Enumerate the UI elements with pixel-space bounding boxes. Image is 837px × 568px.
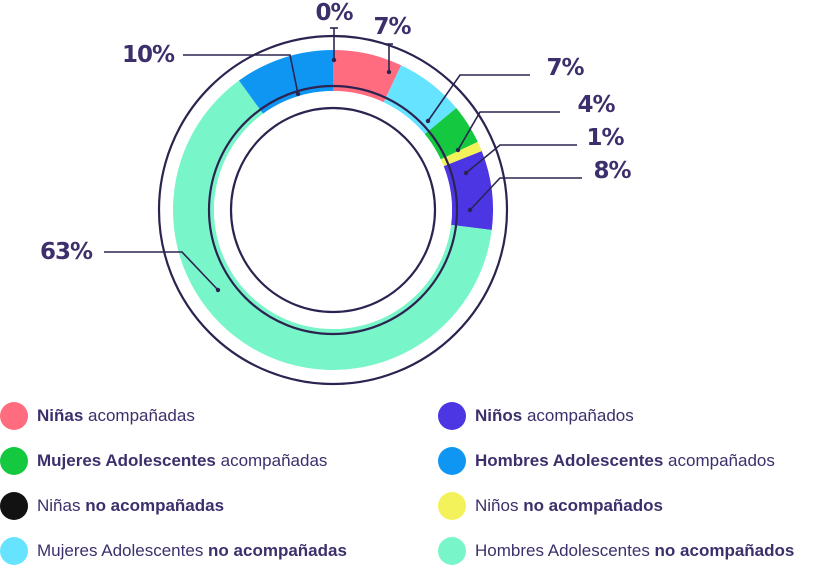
legend-label-bold: no acompañadas — [208, 541, 347, 560]
callout-line-mujeres-adolescentes-no-acompanadas — [427, 74, 530, 122]
legend-label: Niñas acompañadas — [37, 406, 195, 426]
legend-item: Hombres Adolescentes no acompañados — [438, 534, 794, 568]
legend-label-bold: Niños — [475, 406, 523, 425]
slice-mujeres-adolescentes-no-acompanadas — [383, 65, 457, 135]
legend-label: Hombres Adolescentes no acompañados — [475, 541, 794, 561]
legend-item: Mujeres Adolescentes no acompañadas — [0, 534, 347, 568]
callout-line-mujeres-adolescentes-acompanadas — [457, 111, 560, 151]
data-label-mujeres-adolescentes-no-acompanadas: 7% — [546, 55, 584, 81]
outer-ring-outline — [157, 34, 509, 386]
legend-label-bold: Mujeres Adolescentes — [37, 451, 216, 470]
slice-ninas-acompanadas — [333, 50, 402, 103]
legend-item: Niñas no acompañadas — [0, 489, 224, 523]
legend-label-bold: no acompañados — [523, 496, 663, 515]
data-label-ninas-acompanadas: 7% — [373, 14, 411, 40]
legend-item: Hombres Adolescentes acompañados — [438, 444, 775, 478]
callout-dot-ninas-acompanadas — [386, 69, 392, 75]
callout-dot-ninos-acompanados — [467, 207, 473, 213]
callout-line-ninos-no-acompanados — [465, 144, 577, 174]
legend-swatch — [438, 402, 466, 430]
data-label-ninos-no-acompanados: 1% — [586, 125, 624, 151]
callout-line-hombres-adolescentes-no-acompanados — [104, 251, 219, 291]
legend-label: Niños acompañados — [475, 406, 634, 426]
slice-mujeres-adolescentes-acompanadas — [424, 108, 478, 160]
slice-hombres-adolescentes-acompanados — [238, 50, 333, 114]
legend-label-bold: Hombres Adolescentes — [475, 451, 664, 470]
slice-ninos-no-acompanados — [440, 141, 482, 167]
legend-label-bold: Niñas — [37, 406, 84, 425]
callout-dot-mujeres-adolescentes-acompanadas — [455, 147, 461, 153]
callout-dot-hombres-adolescentes-no-acompanados — [215, 287, 221, 293]
legend-label-regular: Hombres Adolescentes — [475, 541, 655, 560]
callout-dot-mujeres-adolescentes-no-acompanadas — [425, 118, 431, 124]
legend-swatch — [0, 447, 28, 475]
legend-label: Mujeres Adolescentes acompañadas — [37, 451, 327, 471]
callout-dot-hombres-adolescentes-acompanados — [295, 91, 301, 97]
legend-item: Niños acompañados — [438, 399, 634, 433]
legend-swatch — [0, 402, 28, 430]
legend-label: Niñas no acompañadas — [37, 496, 224, 516]
callout-dot-ninas-no-acompanadas — [331, 57, 337, 63]
data-label-mujeres-adolescentes-acompanadas: 4% — [577, 92, 615, 118]
legend-item: Mujeres Adolescentes acompañadas — [0, 444, 327, 478]
legend-label: Mujeres Adolescentes no acompañadas — [37, 541, 347, 561]
callout-dot-ninos-no-acompanados — [463, 170, 469, 176]
legend-label: Hombres Adolescentes acompañados — [475, 451, 775, 471]
callout-line-ninos-acompanados — [469, 177, 582, 211]
legend-label-bold: no acompañadas — [85, 496, 225, 515]
legend-item: Niñas acompañadas — [0, 399, 195, 433]
legend-swatch — [0, 492, 28, 520]
legend-label-bold: no acompañados — [654, 541, 795, 560]
inner-ring-outline-top — [207, 84, 459, 336]
donut-hole — [214, 91, 452, 329]
data-label-hombres-adolescentes-acompanados: 10% — [122, 42, 175, 68]
data-label-ninas-no-acompanadas: 0% — [315, 0, 353, 26]
legend-label-regular: Niños — [475, 496, 524, 515]
chart-legend: Niñas acompañadas Niños acompañados Mujere… — [0, 395, 837, 567]
legend-label: Niños no acompañados — [475, 496, 663, 516]
data-label-ninos-acompanados: 8% — [593, 158, 631, 184]
legend-label-regular: acompañados — [663, 451, 775, 470]
legend-label-regular: acompañadas — [83, 406, 195, 425]
hole-outline — [229, 106, 437, 314]
legend-swatch — [438, 537, 466, 565]
legend-label-regular: Niñas — [37, 496, 86, 515]
legend-item: Niños no acompañados — [438, 489, 663, 523]
legend-swatch — [0, 537, 28, 565]
donut-chart: 7% 7% 4% 1% 8% 63% 10% 0% — [40, 0, 632, 386]
legend-label-regular: acompañados — [522, 406, 634, 425]
callout-line-hombres-adolescentes-acompanados — [183, 54, 299, 95]
data-label-hombres-adolescentes-no-acompanados: 63% — [40, 239, 93, 265]
legend-swatch — [438, 447, 466, 475]
legend-label-regular: acompañadas — [215, 451, 328, 470]
legend-label-regular: Mujeres Adolescentes — [37, 541, 209, 560]
legend-swatch — [438, 492, 466, 520]
